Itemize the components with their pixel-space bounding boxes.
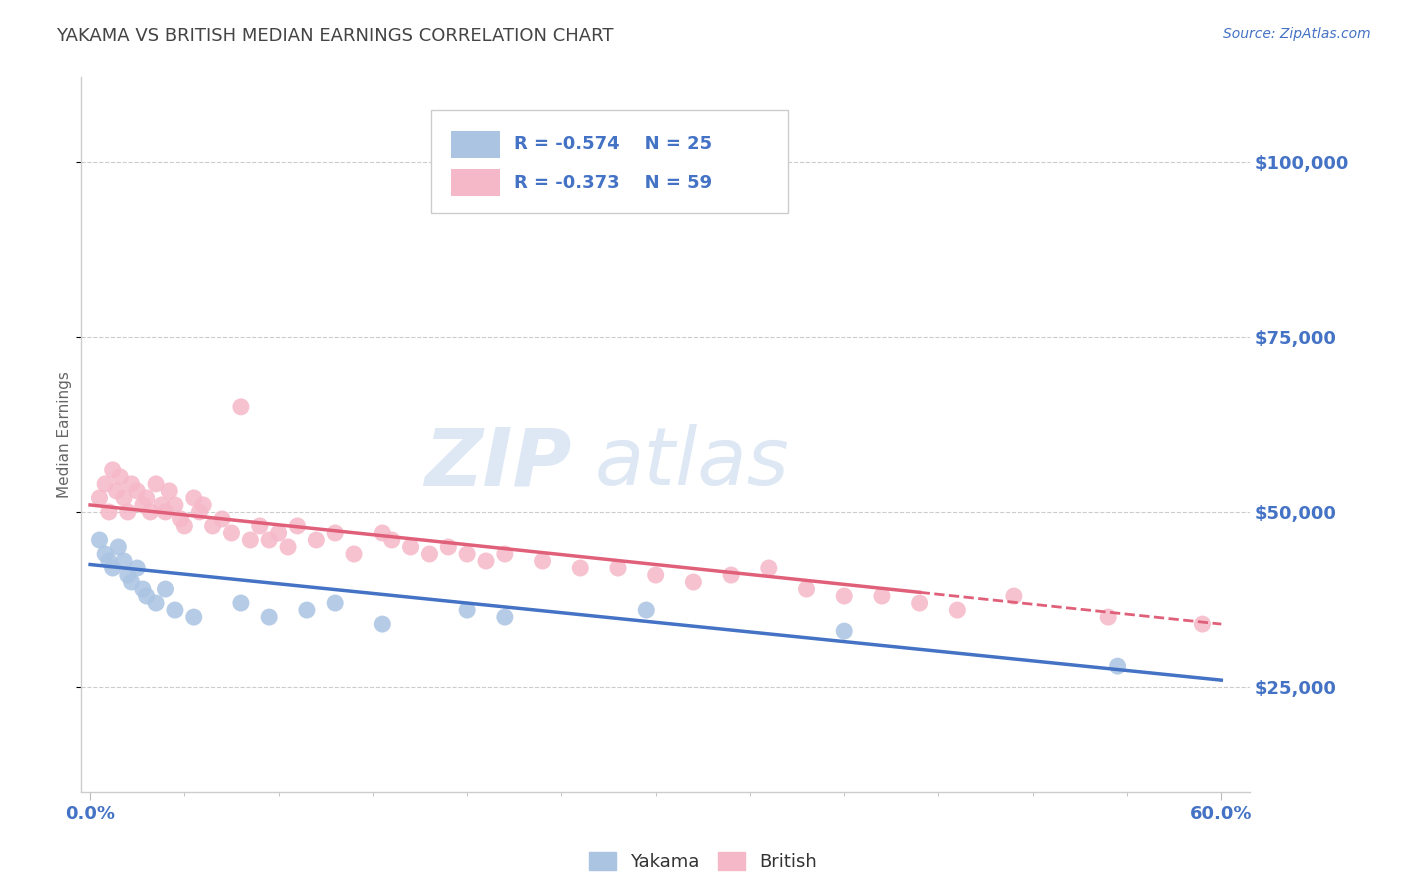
Point: [150, 498, 173, 512]
Point: [94, 477, 117, 491]
Point: [145, 596, 167, 610]
Point: [155, 505, 177, 519]
Point: [249, 519, 271, 533]
Point: [201, 519, 224, 533]
Point: [101, 463, 124, 477]
Point: [418, 547, 440, 561]
Point: [1107, 659, 1129, 673]
Point: [569, 561, 592, 575]
Point: [107, 540, 129, 554]
Point: [110, 470, 132, 484]
Legend: Yakama, British: Yakama, British: [582, 845, 824, 879]
Point: [1097, 610, 1119, 624]
Point: [437, 540, 460, 554]
Point: [229, 596, 252, 610]
Point: [89, 491, 111, 505]
Point: [117, 568, 139, 582]
Point: [636, 603, 658, 617]
Point: [682, 575, 704, 590]
Point: [163, 498, 186, 512]
Point: [135, 491, 157, 505]
Point: [97, 554, 120, 568]
Point: [456, 547, 478, 561]
Point: [832, 624, 855, 639]
Y-axis label: Median Earnings: Median Earnings: [58, 371, 72, 499]
Point: [89, 533, 111, 547]
Point: [145, 477, 167, 491]
Point: [132, 498, 155, 512]
Bar: [451, 130, 501, 158]
Point: [121, 477, 143, 491]
Point: [229, 400, 252, 414]
Point: [870, 589, 893, 603]
Text: YAKAMA VS BRITISH MEDIAN EARNINGS CORRELATION CHART: YAKAMA VS BRITISH MEDIAN EARNINGS CORREL…: [56, 27, 614, 45]
FancyBboxPatch shape: [432, 110, 787, 213]
Point: [117, 505, 139, 519]
Point: [720, 568, 742, 582]
Point: [607, 561, 630, 575]
Point: [239, 533, 262, 547]
Point: [173, 519, 195, 533]
Point: [371, 526, 394, 541]
Point: [381, 533, 404, 547]
Point: [221, 526, 243, 541]
Point: [127, 483, 149, 498]
Point: [277, 540, 299, 554]
Point: [295, 603, 318, 617]
Point: [97, 505, 120, 519]
Point: [257, 533, 280, 547]
Point: [94, 547, 117, 561]
Text: Source: ZipAtlas.com: Source: ZipAtlas.com: [1223, 27, 1371, 41]
Point: [155, 582, 177, 596]
Point: [267, 526, 290, 541]
Point: [121, 575, 143, 590]
Point: [908, 596, 931, 610]
Point: [456, 603, 478, 617]
Point: [758, 561, 780, 575]
Point: [475, 554, 498, 568]
Point: [494, 610, 516, 624]
Point: [132, 582, 155, 596]
Point: [644, 568, 666, 582]
Point: [494, 547, 516, 561]
Point: [323, 526, 346, 541]
Point: [169, 512, 191, 526]
Point: [1002, 589, 1025, 603]
Point: [1191, 617, 1213, 632]
Point: [105, 483, 128, 498]
Point: [188, 505, 211, 519]
Point: [183, 610, 205, 624]
Point: [101, 561, 124, 575]
Point: [371, 617, 394, 632]
Point: [946, 603, 969, 617]
Point: [112, 554, 135, 568]
Text: R = -0.574    N = 25: R = -0.574 N = 25: [515, 135, 713, 153]
Point: [832, 589, 855, 603]
Point: [257, 610, 280, 624]
Point: [135, 589, 157, 603]
Point: [343, 547, 366, 561]
Point: [399, 540, 422, 554]
Point: [323, 596, 346, 610]
Point: [183, 491, 205, 505]
Point: [211, 512, 233, 526]
Point: [796, 582, 818, 596]
Point: [163, 603, 186, 617]
Text: atlas: atlas: [595, 425, 790, 502]
Bar: [451, 169, 501, 196]
Point: [531, 554, 554, 568]
Point: [139, 505, 162, 519]
Point: [127, 561, 149, 575]
Point: [305, 533, 328, 547]
Text: ZIP: ZIP: [425, 425, 572, 502]
Point: [157, 483, 180, 498]
Point: [112, 491, 135, 505]
Point: [287, 519, 309, 533]
Text: R = -0.373    N = 59: R = -0.373 N = 59: [515, 174, 713, 192]
Point: [193, 498, 215, 512]
